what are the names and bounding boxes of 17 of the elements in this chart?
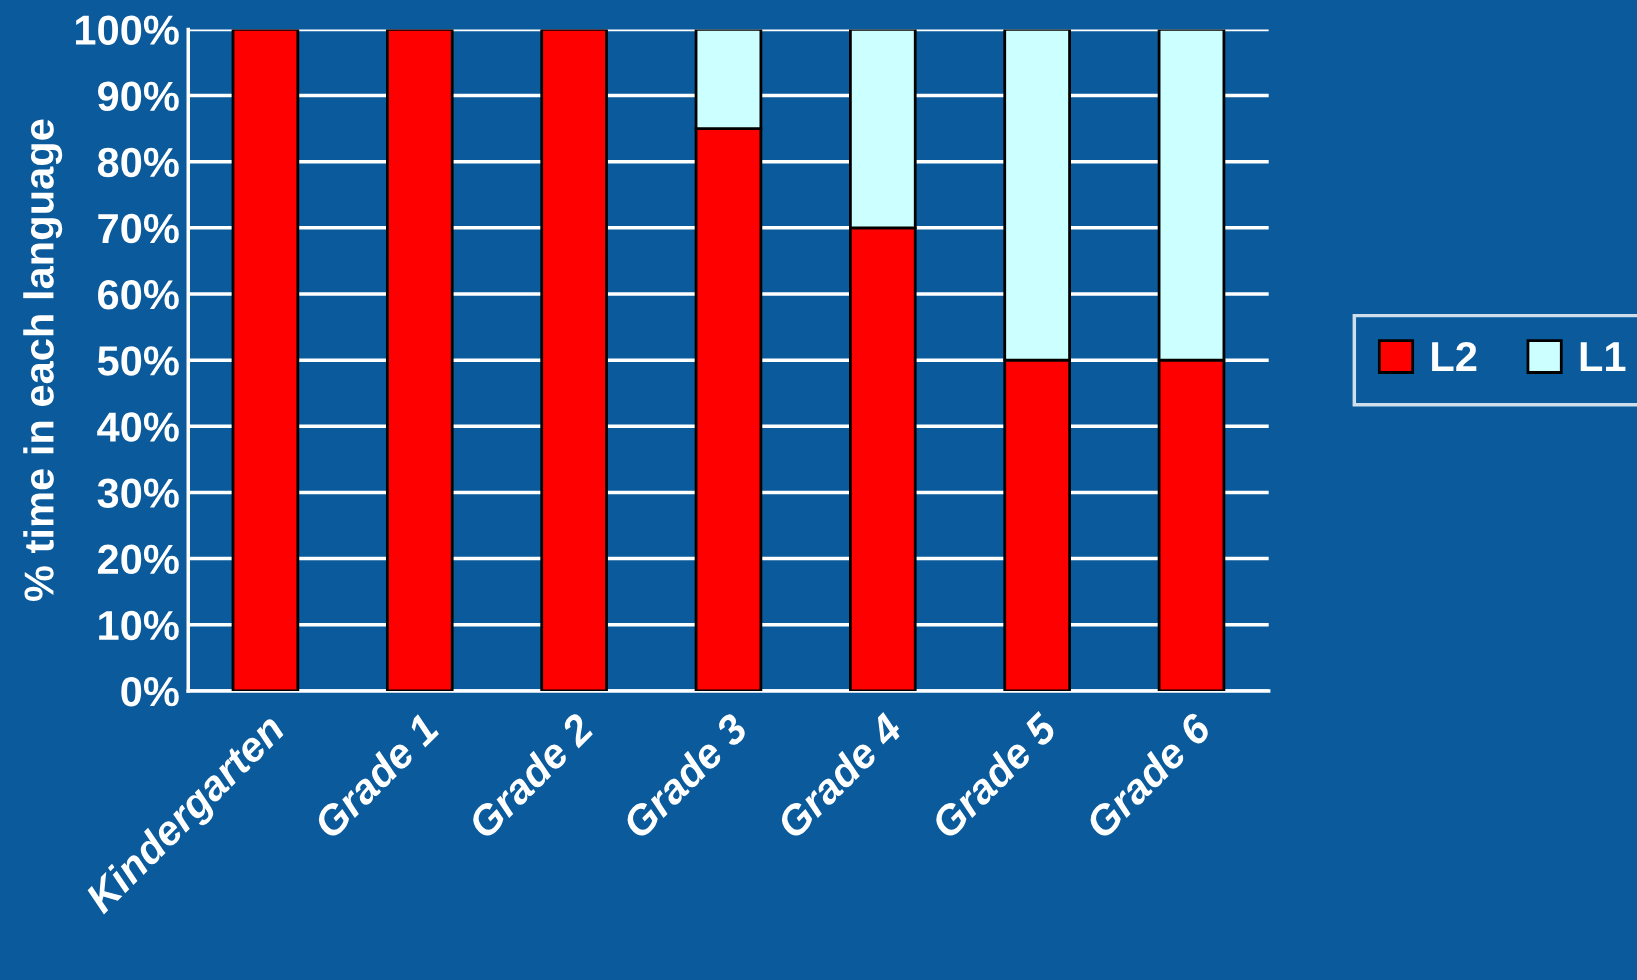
y-tick-label: 50% bbox=[97, 346, 179, 376]
y-tick-label: 100% bbox=[75, 15, 179, 45]
bar bbox=[385, 29, 454, 691]
bar bbox=[540, 29, 608, 691]
y-tick-label: 90% bbox=[97, 81, 179, 112]
legend-label: L2 bbox=[1432, 341, 1477, 372]
y-tick-label: 20% bbox=[97, 544, 179, 575]
bar bbox=[231, 29, 300, 691]
y-tick-label: 70% bbox=[98, 213, 179, 244]
y-tick-label: 40% bbox=[97, 412, 179, 442]
y-tick-label: 80% bbox=[97, 147, 179, 178]
y-tick-label: 10% bbox=[99, 610, 179, 641]
y-tick-label: 0% bbox=[121, 676, 179, 707]
y-tick-label: 60% bbox=[98, 280, 179, 310]
legend-label: L1 bbox=[1580, 342, 1626, 372]
y-axis-title: % time in each language bbox=[23, 119, 63, 602]
y-tick-label: 30% bbox=[97, 478, 179, 509]
